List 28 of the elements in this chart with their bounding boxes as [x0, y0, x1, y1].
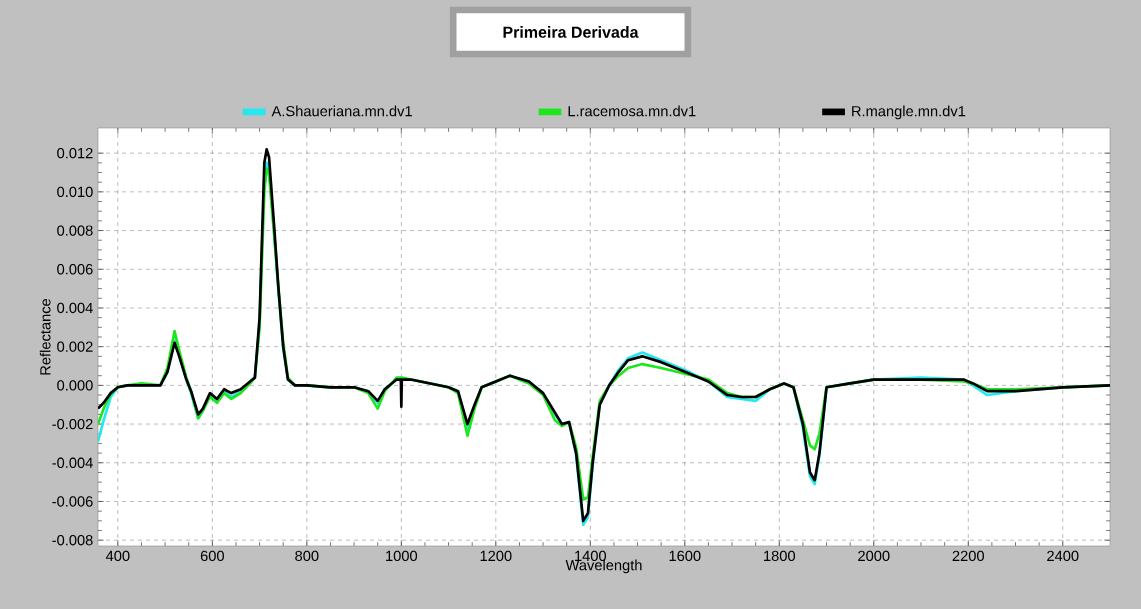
x-tick-label: 2200	[952, 550, 984, 562]
legend-label: R.mangle.mn.dv1	[852, 105, 966, 120]
y-tick-label: 0.010	[57, 186, 93, 198]
y-tick-label: -0.004	[52, 457, 93, 468]
x-tick-label: 400	[105, 550, 130, 562]
x-axis-title: Wavelength	[565, 559, 642, 574]
y-tick-label: -0.006	[52, 496, 93, 507]
y-tick-label: -0.008	[52, 535, 93, 546]
x-tick-label: 800	[295, 550, 319, 562]
y-tick-label: 0.000	[57, 380, 93, 391]
x-tick-label: 2000	[858, 550, 890, 562]
y-tick-label: 0.004	[57, 302, 93, 314]
chart-title: Primeira Derivada	[503, 26, 639, 38]
y-tick-label: 0.002	[57, 341, 93, 352]
x-tick-label: 1600	[669, 550, 701, 562]
x-tick-label: 1000	[386, 550, 418, 562]
legend-label: A.Shaueriana.mn.dv1	[271, 105, 412, 117]
y-tick-label: -0.002	[52, 418, 93, 430]
y-tick-label: 0.012	[57, 147, 93, 159]
legend-label: L.racemosa.mn.dv1	[568, 105, 696, 117]
y-tick-label: 0.006	[57, 264, 93, 275]
y-axis-title: Reflectance	[39, 298, 51, 375]
x-tick-label: 600	[200, 550, 224, 562]
y-tick-label: 0.008	[57, 225, 93, 236]
x-tick-label: 1400	[575, 550, 607, 562]
x-tick-label: 1200	[480, 550, 512, 562]
x-tick-label: 2400	[1047, 550, 1079, 562]
x-tick-label: 1800	[764, 550, 796, 562]
